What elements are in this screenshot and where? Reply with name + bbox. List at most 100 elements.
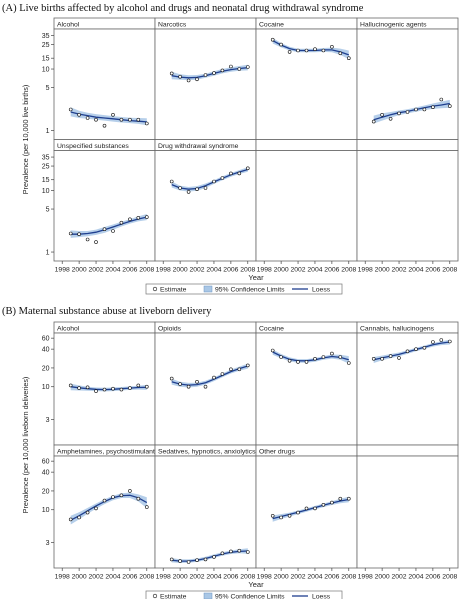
estimate-point bbox=[111, 386, 115, 391]
legend-ci-label: 95% Confidence Limits bbox=[215, 286, 285, 293]
estimate-point bbox=[388, 117, 393, 121]
loess-line bbox=[70, 494, 148, 521]
estimate-point bbox=[220, 372, 225, 376]
ci-band bbox=[70, 492, 147, 525]
y-tick-label: 5 bbox=[46, 85, 50, 92]
estimate-point bbox=[212, 71, 216, 75]
panel-title: Cocaine bbox=[259, 22, 284, 29]
estimate-point bbox=[169, 376, 174, 381]
panel-title: Amphetamines, psychostimulants bbox=[57, 449, 159, 456]
panel-title: Hallucinogenic agents bbox=[360, 22, 427, 29]
panel-frame bbox=[356, 150, 459, 262]
estimate-point bbox=[439, 97, 444, 102]
panel-title: Cocaine bbox=[259, 326, 284, 333]
legend-loess-label: Loess bbox=[312, 593, 331, 599]
panel-title: Alcohol bbox=[57, 326, 80, 333]
x-tick-label: 2002 bbox=[290, 574, 305, 581]
estimate-point bbox=[85, 510, 90, 515]
x-tick-label: 2002 bbox=[88, 574, 103, 581]
estimate-point bbox=[296, 360, 300, 364]
estimate-point bbox=[68, 517, 73, 522]
estimate-point bbox=[330, 500, 334, 505]
y-tick-label: 1 bbox=[46, 250, 50, 257]
x-tick-label: 2008 bbox=[139, 267, 154, 274]
estimate-point bbox=[102, 227, 107, 231]
x-tick-label: 2006 bbox=[425, 574, 440, 581]
x-tick-label: 2002 bbox=[391, 267, 406, 274]
x-tick-label: 2008 bbox=[341, 574, 356, 581]
y-tick-label: 25 bbox=[42, 42, 50, 49]
estimate-point bbox=[94, 389, 98, 393]
x-tick-label: 2000 bbox=[173, 267, 188, 274]
y-tick-label: 3 bbox=[46, 417, 50, 424]
x-tick-label: 2006 bbox=[223, 574, 238, 581]
section-b-title: (B) Maternal substance abuse at liveborn… bbox=[2, 306, 212, 317]
panel-frame bbox=[53, 455, 156, 569]
estimate-point bbox=[287, 358, 292, 363]
estimate-point bbox=[397, 111, 401, 116]
estimate-point bbox=[195, 379, 199, 384]
panel-alcohol: Alcohol 3 10 20 40 60 bbox=[42, 321, 156, 446]
legend-ci-label: 95% Confidence Limits bbox=[215, 593, 285, 599]
estimate-point bbox=[287, 513, 292, 518]
estimate-point bbox=[397, 356, 401, 360]
estimate-point bbox=[145, 384, 149, 389]
estimate-point bbox=[279, 42, 283, 47]
estimate-point bbox=[212, 375, 216, 380]
y-tick-label: 1 bbox=[46, 128, 50, 135]
x-tick-label: 2000 bbox=[375, 574, 390, 581]
estimate-point bbox=[178, 74, 182, 79]
x-tick-label: 2008 bbox=[341, 267, 356, 274]
panel-title: Opioids bbox=[158, 326, 182, 333]
x-tick-label: 1998 bbox=[156, 574, 171, 581]
estimate-point bbox=[111, 495, 115, 499]
loess-line bbox=[171, 168, 248, 190]
x-tick-label: 2002 bbox=[391, 574, 406, 581]
panel-frame bbox=[255, 150, 358, 262]
panel-opioids: Opioids bbox=[154, 321, 257, 446]
panel-frame bbox=[53, 150, 156, 262]
x-tick-label: 2000 bbox=[274, 574, 289, 581]
estimate-point bbox=[128, 117, 132, 122]
panel-empty: 1998 2000 2002 2004 2006 2008 bbox=[356, 444, 459, 581]
y-axis-label: Prevalence (per 10,000 liveborn deliveri… bbox=[21, 377, 30, 514]
estimate-point bbox=[304, 48, 309, 53]
y-tick-label: 15 bbox=[42, 56, 50, 63]
ci-band bbox=[373, 99, 450, 124]
estimate-point bbox=[414, 347, 418, 352]
panel-title: Drug withdrawal syndrome bbox=[158, 143, 239, 150]
panel-title: Alcohol bbox=[57, 22, 80, 29]
estimate-point bbox=[313, 356, 317, 361]
estimate-point bbox=[145, 215, 149, 219]
estimate-point bbox=[287, 50, 292, 54]
loess-line bbox=[373, 102, 450, 121]
ci-band bbox=[171, 548, 248, 563]
estimate-point bbox=[119, 220, 124, 225]
x-tick-label: 2004 bbox=[105, 574, 120, 581]
estimate-point bbox=[128, 386, 132, 390]
loess-line bbox=[373, 341, 450, 361]
estimate-point bbox=[237, 171, 242, 176]
estimate-point bbox=[145, 121, 149, 126]
estimate-point bbox=[119, 117, 124, 122]
estimate-point bbox=[246, 363, 250, 368]
estimate-point bbox=[68, 383, 73, 388]
y-tick-label: 35 bbox=[42, 33, 50, 40]
estimate-point bbox=[229, 549, 233, 554]
x-tick-label: 2006 bbox=[122, 267, 137, 274]
estimate-point bbox=[136, 383, 141, 388]
estimate-point bbox=[119, 387, 124, 392]
estimate-point bbox=[68, 231, 73, 236]
legend-estimate-symbol bbox=[152, 286, 158, 292]
estimate-point bbox=[346, 496, 351, 501]
x-tick-label: 2004 bbox=[206, 267, 221, 274]
estimate-point bbox=[229, 171, 233, 176]
estimate-point bbox=[338, 496, 343, 501]
y-tick-label: 25 bbox=[42, 164, 50, 171]
x-tick-label: 2002 bbox=[189, 267, 204, 274]
x-tick-label: 2000 bbox=[173, 574, 188, 581]
estimate-point bbox=[77, 386, 81, 390]
y-tick-label: 40 bbox=[42, 470, 50, 477]
estimate-point bbox=[178, 559, 182, 563]
